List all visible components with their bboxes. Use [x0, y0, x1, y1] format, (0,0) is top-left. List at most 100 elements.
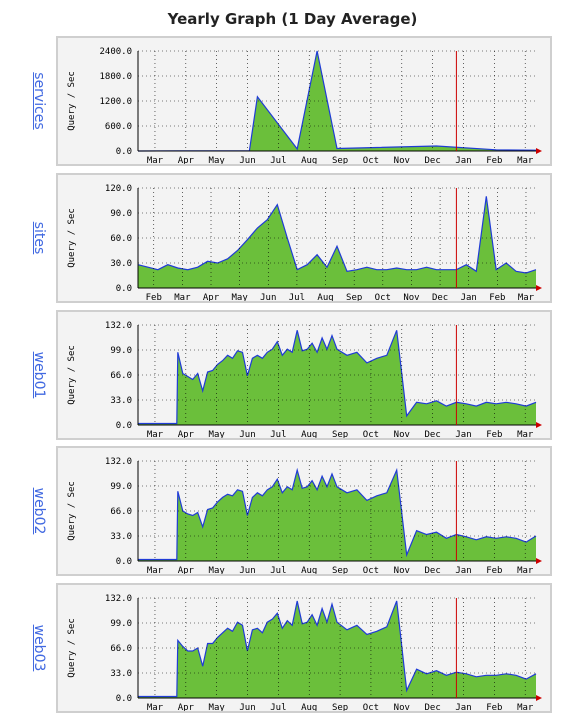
x-tick-label: Jan — [455, 566, 471, 574]
x-tick-label: Mar — [517, 156, 534, 164]
x-tick-label: Mar — [174, 293, 191, 301]
x-tick-label: Apr — [178, 430, 195, 438]
y-tick-label: 132.0 — [105, 321, 132, 331]
x-tick-label: Sep — [332, 566, 348, 574]
x-tick-label: Sep — [332, 156, 348, 164]
x-tick-label: Dec — [425, 703, 441, 711]
y-tick-label: 33.0 — [110, 669, 132, 679]
x-tick-label: May — [209, 703, 226, 711]
link-web03[interactable]: web03 — [31, 624, 47, 672]
panel-web03: Query / Sec 132.0 99.0 66.0 33.0 0.0 Mar Apr May… — [56, 583, 552, 713]
x-tick-label: Feb — [486, 703, 502, 711]
x-tick-label: Jan — [455, 156, 471, 164]
x-tick-label: Oct — [363, 430, 379, 438]
x-tick-label: Apr — [178, 566, 195, 574]
y-tick-label: 2400.0 — [99, 47, 132, 57]
panel-sites: Query / Sec 120.0 90.0 60.0 30.0 0.0 Feb Mar Apr… — [56, 173, 552, 303]
y-axis-label: Query / Sec — [67, 481, 77, 541]
y-axis-label: Query / Sec — [67, 208, 77, 268]
x-tick-label: Sep — [332, 430, 348, 438]
x-tick-label: May — [232, 293, 249, 301]
y-tick-label: 0.0 — [116, 147, 132, 157]
x-tick-label: Jul — [289, 293, 305, 301]
y-tick-label: 600.0 — [105, 122, 132, 132]
x-tick-label: Nov — [394, 566, 410, 574]
x-tick-label: Nov — [394, 703, 410, 711]
y-tick-label: 99.0 — [110, 346, 132, 356]
x-tick-label: Jan — [461, 293, 477, 301]
y-tick-label: 132.0 — [105, 457, 132, 467]
x-tick-label: Nov — [403, 293, 419, 301]
y-axis-label: Query / Sec — [67, 345, 77, 405]
x-tick-label: Feb — [489, 293, 505, 301]
x-tick-label: Aug — [301, 156, 317, 164]
x-tick-label: Mar — [517, 566, 534, 574]
y-tick-label: 60.0 — [110, 234, 132, 244]
y-tick-label: 33.0 — [110, 532, 132, 542]
series-line — [137, 50, 537, 152]
x-tick-label: Jul — [270, 156, 286, 164]
x-tick-label: Feb — [486, 156, 502, 164]
chart-web03: Query / Sec 132.0 99.0 66.0 33.0 0.0 Mar Apr May… — [67, 594, 542, 711]
x-axis-arrow — [536, 422, 542, 428]
x-tick-label: Oct — [375, 293, 391, 301]
link-services[interactable]: services — [31, 72, 47, 130]
series-area — [138, 51, 536, 151]
x-tick-label: Aug — [301, 430, 317, 438]
x-tick-label: Jul — [270, 566, 286, 574]
series-line — [138, 600, 537, 698]
x-tick-label: Jul — [270, 430, 286, 438]
x-tick-label: Mar — [517, 430, 534, 438]
x-tick-label: Oct — [363, 566, 379, 574]
link-sites[interactable]: sites — [31, 221, 47, 255]
x-tick-label: Jun — [239, 703, 255, 711]
x-tick-label: Sep — [346, 293, 362, 301]
y-tick-label: 66.0 — [110, 644, 132, 654]
x-tick-label: Jun — [239, 156, 255, 164]
x-tick-label: Jan — [455, 703, 471, 711]
x-tick-label: Dec — [425, 566, 441, 574]
chart-sites: Query / Sec 120.0 90.0 60.0 30.0 0.0 Feb Mar Apr… — [67, 184, 542, 301]
x-tick-label: Jun — [239, 430, 255, 438]
x-tick-label: May — [209, 156, 226, 164]
x-tick-label: Sep — [332, 703, 348, 711]
panel-web01: Query / Sec 132.0 99.0 66.0 33.0 0.0 Mar Apr May… — [56, 310, 552, 440]
series-area — [138, 470, 536, 561]
x-tick-label: Oct — [363, 703, 379, 711]
x-tick-label: Aug — [301, 703, 317, 711]
y-tick-label: 66.0 — [110, 371, 132, 381]
link-web01[interactable]: web01 — [31, 351, 47, 399]
x-tick-label: May — [209, 566, 226, 574]
graph-title: Yearly Graph (1 Day Average) — [167, 10, 418, 28]
y-tick-label: 0.0 — [116, 694, 132, 704]
y-tick-label: 33.0 — [110, 396, 132, 406]
chart-services: Query / Sec 2400.0 1800.0 1200.0 600.0 0.0 Mar… — [67, 47, 542, 164]
x-tick-label: Jun — [239, 566, 255, 574]
x-axis-arrow — [536, 148, 542, 154]
x-tick-label: Feb — [486, 430, 502, 438]
y-tick-label: 0.0 — [116, 284, 132, 294]
y-tick-label: 66.0 — [110, 507, 132, 517]
series-area — [138, 196, 536, 288]
x-tick-label: Mar — [517, 703, 534, 711]
chart-web01: Query / Sec 132.0 99.0 66.0 33.0 0.0 Mar Apr May… — [67, 321, 542, 438]
x-tick-label: Apr — [178, 703, 195, 711]
y-tick-label: 0.0 — [116, 557, 132, 567]
x-axis-arrow — [536, 558, 542, 564]
x-tick-label: Apr — [178, 156, 195, 164]
panel-web02: Query / Sec 132.0 99.0 66.0 33.0 0.0 Mar Apr May… — [56, 446, 552, 576]
x-tick-label: Oct — [363, 156, 379, 164]
x-tick-label: Mar — [147, 156, 164, 164]
series-line — [138, 467, 537, 561]
y-tick-label: 120.0 — [105, 184, 132, 194]
y-tick-label: 1800.0 — [99, 72, 132, 82]
x-tick-label: Mar — [147, 566, 164, 574]
y-axis-label: Query / Sec — [67, 618, 77, 678]
y-tick-label: 99.0 — [110, 482, 132, 492]
x-tick-label: Feb — [486, 566, 502, 574]
y-tick-label: 90.0 — [110, 209, 132, 219]
y-tick-label: 99.0 — [110, 619, 132, 629]
x-tick-label: Jan — [455, 430, 471, 438]
x-tick-label: Mar — [147, 703, 164, 711]
link-web02[interactable]: web02 — [31, 487, 47, 535]
